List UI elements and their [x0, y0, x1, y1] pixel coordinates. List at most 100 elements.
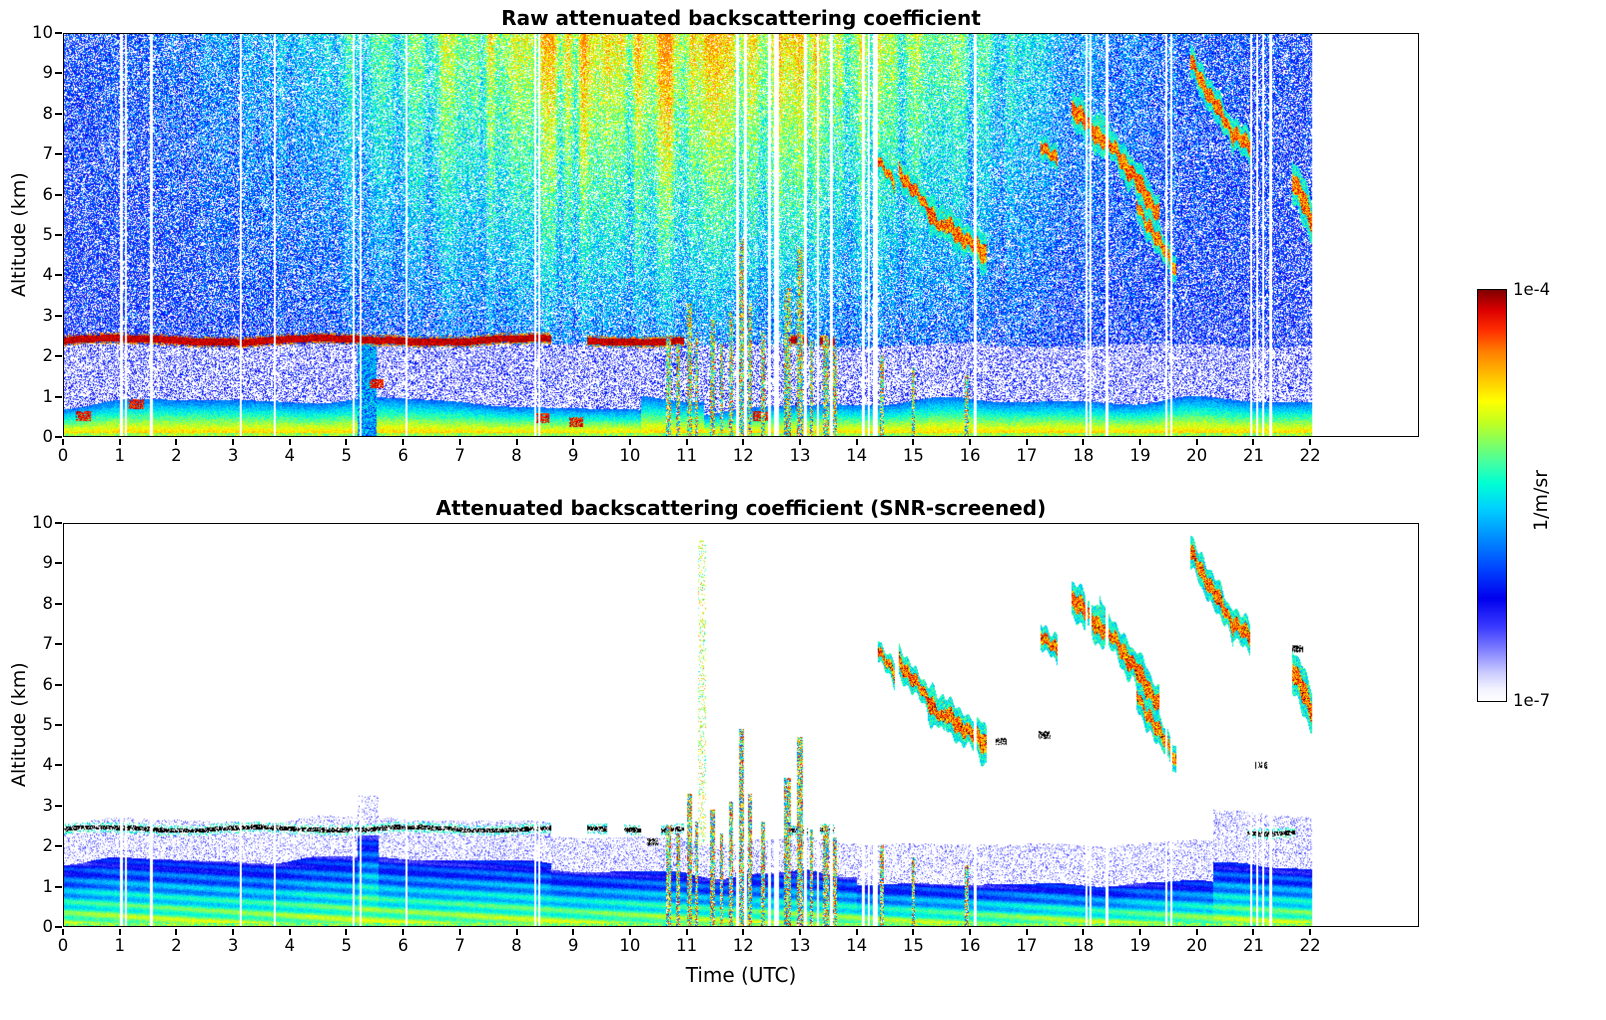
y-tick-mark [55, 314, 62, 317]
raw-heatmap-canvas [64, 34, 1418, 436]
y-tick-mark [55, 234, 62, 236]
x-tick-label: 6 [397, 936, 409, 955]
y-tick-label: 10 [32, 513, 53, 532]
x-tick-label: 22 [1299, 446, 1321, 465]
x-tick-label: 22 [1299, 936, 1321, 955]
y-tick-mark [55, 845, 62, 848]
y-tick-label: 7 [42, 634, 54, 654]
x-tick-mark [1252, 439, 1255, 445]
colorbar-gradient [1478, 290, 1506, 701]
y-tick-mark [55, 395, 62, 398]
x-tick-label: 5 [341, 936, 352, 955]
x-tick-label: 12 [732, 446, 754, 465]
x-tick-mark [572, 439, 575, 445]
x-tick-label: 4 [284, 936, 296, 955]
x-tick-mark [232, 929, 235, 935]
x-tick-mark [402, 439, 405, 445]
x-tick-label: 0 [57, 936, 69, 955]
x-tick-label: 0 [57, 446, 69, 465]
x-tick-mark [685, 929, 688, 935]
x-tick-mark [288, 439, 291, 445]
x-tick-mark [1139, 439, 1142, 445]
x-tick-label: 9 [567, 446, 579, 465]
x-tick-mark [515, 439, 518, 445]
x-tick-label: 4 [284, 446, 296, 465]
y-tick-mark [55, 562, 62, 565]
y-tick-label: 4 [42, 755, 54, 775]
y-tick-mark [55, 72, 62, 75]
x-tick-mark [175, 439, 178, 445]
x-tick-label: 10 [619, 936, 641, 955]
y-tick-label: 3 [42, 305, 54, 325]
y-tick-label: 0 [42, 917, 54, 936]
y-tick-mark [55, 926, 62, 928]
x-tick-mark [458, 439, 461, 445]
x-tick-label: 18 [1072, 936, 1094, 955]
x-axis-label: Time (UTC) [685, 963, 797, 987]
y-tick-mark [55, 804, 62, 807]
y-tick-label: 6 [42, 674, 54, 694]
x-tick-label: 16 [959, 936, 981, 955]
y-tick-label: 7 [42, 144, 54, 164]
x-tick-label: 17 [1016, 446, 1038, 465]
y-tick-mark [55, 885, 62, 888]
x-tick-mark [855, 439, 858, 445]
x-tick-mark [345, 929, 348, 935]
x-tick-label: 15 [902, 446, 924, 465]
x-tick-mark [175, 929, 178, 935]
x-tick-label: 2 [171, 936, 182, 955]
x-tick-label: 3 [227, 936, 239, 955]
y-tick-mark [55, 153, 62, 156]
x-tick-label: 20 [1186, 446, 1208, 465]
x-tick-mark [458, 929, 461, 935]
x-tick-mark [1025, 929, 1028, 935]
screened-plot-area [63, 523, 1419, 927]
x-tick-mark [1309, 929, 1312, 935]
y-tick-label: 3 [42, 795, 54, 815]
x-tick-label: 19 [1129, 936, 1151, 955]
y-tick-mark [55, 602, 62, 605]
y-tick-mark [55, 643, 62, 646]
y-tick-label: 2 [42, 836, 54, 856]
y-tick-label: 8 [42, 103, 54, 123]
y-tick-mark [55, 724, 62, 726]
x-tick-mark [969, 439, 972, 445]
y-tick-mark [55, 32, 62, 34]
x-tick-mark [118, 929, 121, 935]
colorbar [1477, 289, 1507, 702]
y-tick-mark [55, 522, 62, 524]
x-tick-label: 7 [454, 936, 466, 955]
x-tick-label: 10 [619, 446, 641, 465]
y-tick-mark [55, 764, 62, 767]
y-tick-mark [55, 436, 62, 438]
y-tick-mark [55, 193, 62, 196]
x-tick-label: 12 [732, 936, 754, 955]
x-tick-label: 9 [567, 936, 579, 955]
screened-panel-title: Attenuated backscattering coefficient (S… [435, 496, 1047, 520]
y-tick-label: 9 [42, 553, 54, 573]
x-tick-mark [1025, 439, 1028, 445]
colorbar-unit-label: 1/m/sr [1530, 469, 1552, 531]
y-tick-label: 8 [42, 593, 54, 613]
x-tick-mark [969, 929, 972, 935]
x-tick-label: 6 [397, 446, 409, 465]
y-tick-label: 10 [32, 23, 53, 42]
x-tick-mark [1252, 929, 1255, 935]
raw-panel-title: Raw attenuated backscattering coefficien… [501, 6, 981, 30]
y-tick-mark [55, 355, 62, 358]
x-tick-mark [798, 439, 801, 445]
x-tick-label: 14 [846, 936, 868, 955]
x-tick-label: 20 [1186, 936, 1208, 955]
x-tick-label: 1 [114, 446, 125, 465]
x-tick-mark [685, 439, 688, 445]
x-tick-mark [742, 929, 745, 935]
x-tick-label: 3 [227, 446, 239, 465]
x-tick-label: 8 [511, 936, 522, 955]
y-tick-label: 6 [42, 184, 54, 204]
x-tick-label: 17 [1016, 936, 1038, 955]
x-tick-mark [345, 439, 348, 445]
x-tick-label: 1 [114, 936, 125, 955]
x-tick-mark [912, 439, 915, 445]
x-tick-label: 7 [454, 446, 466, 465]
x-tick-mark [62, 929, 64, 935]
